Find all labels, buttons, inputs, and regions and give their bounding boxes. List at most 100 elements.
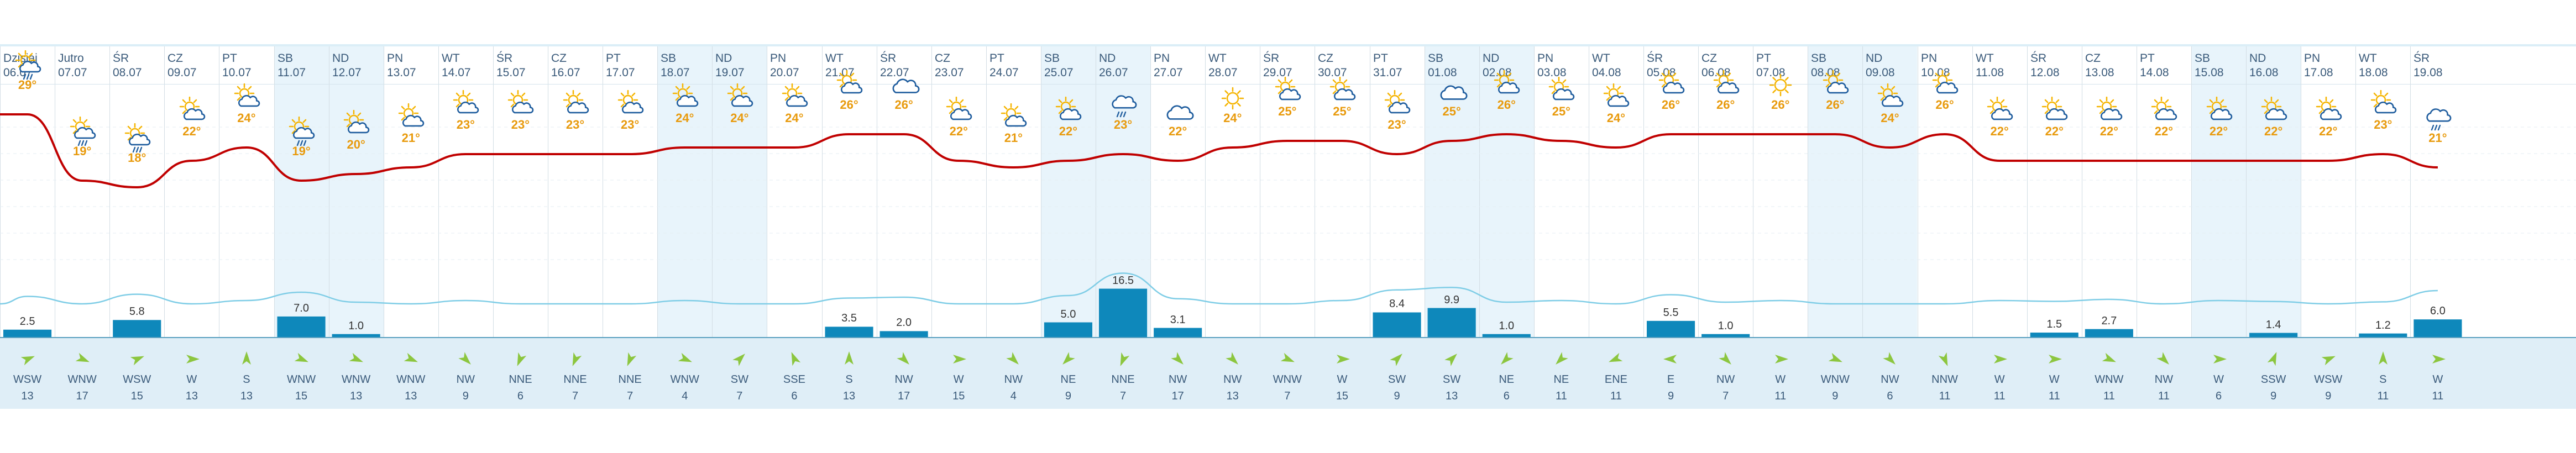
column-separator <box>2027 46 2028 338</box>
wind-arrow-icon <box>1716 349 1736 369</box>
day-name: PN <box>770 52 787 65</box>
wind-direction: NW <box>1004 373 1023 386</box>
temperature-value: 26° <box>1497 98 1516 112</box>
wind-speed: 13 <box>1446 390 1458 402</box>
wind-direction: W <box>2213 373 2224 386</box>
wind-speed: 7 <box>627 390 633 402</box>
wind-direction: WNW <box>2095 373 2124 386</box>
day-date: 19.07 <box>715 66 745 79</box>
precip-value: 3.5 <box>841 312 857 325</box>
wind-arrow-icon <box>1058 349 1078 369</box>
day-name: CZ <box>1318 52 1333 65</box>
day-name: PT <box>989 52 1004 65</box>
wind-speed: 15 <box>295 390 308 402</box>
wind-speed: 11 <box>2048 390 2060 402</box>
sun-cloud-icon <box>1378 89 1416 120</box>
temperature-value: 19° <box>73 144 92 158</box>
temperature-value: 23° <box>566 118 585 131</box>
wind-direction: WNW <box>67 373 97 386</box>
wind-arrow-icon <box>1223 349 1243 369</box>
temperature-value: 23° <box>511 118 530 131</box>
column-separator <box>1643 46 1644 338</box>
precip-bar <box>277 316 326 337</box>
precip-bar <box>113 320 161 337</box>
precip-value: 2.7 <box>2101 314 2117 327</box>
wind-speed: 13 <box>21 390 34 402</box>
sun-cloud-icon <box>447 89 484 120</box>
wind-speed: 11 <box>2377 390 2389 402</box>
temperature-value: 25° <box>1333 104 1352 118</box>
wind-speed: 15 <box>1336 390 1349 402</box>
wind-speed: 9 <box>462 390 469 402</box>
wind-direction: W <box>1775 373 1786 386</box>
precip-baseline <box>0 337 2576 338</box>
wind-direction: WNW <box>342 373 371 386</box>
wind-direction: ENE <box>1604 373 1627 386</box>
wind-speed: 9 <box>2270 390 2277 402</box>
day-date: 19.08 <box>2413 66 2443 79</box>
precip-bar <box>1154 328 1202 337</box>
precip-value: 16.5 <box>1112 274 1134 287</box>
sun-cloud-icon <box>557 89 594 120</box>
wind-direction: SW <box>1388 373 1406 386</box>
wind-direction: NW <box>894 373 913 386</box>
wind-arrow-icon <box>1277 349 1297 369</box>
temperature-value: 23° <box>2374 118 2392 131</box>
wind-speed: 13 <box>185 390 198 402</box>
precip-value: 1.5 <box>2046 318 2062 331</box>
precip-bar <box>825 326 873 337</box>
precip-value: 7.0 <box>294 302 309 314</box>
temperature-value: 24° <box>785 111 804 125</box>
day-date: 15.08 <box>2195 66 2224 79</box>
sun-cloud-icon <box>1597 83 1635 113</box>
sun-cloud-icon <box>830 70 868 100</box>
column-separator <box>657 46 658 338</box>
sun-cloud-rain-icon <box>64 116 101 146</box>
precip-bar <box>2359 333 2407 337</box>
wind-speed: 17 <box>76 390 88 402</box>
day-date: 15.07 <box>496 66 526 79</box>
wind-direction: NNE <box>618 373 642 386</box>
day-date: 18.08 <box>2359 66 2388 79</box>
sun-cloud-icon <box>501 89 539 120</box>
wind-arrow-icon <box>1168 349 1188 369</box>
wind-arrow-icon <box>291 349 311 369</box>
day-date: 14.08 <box>2140 66 2169 79</box>
precip-value: 1.2 <box>2375 319 2391 331</box>
sun-cloud-rain-icon <box>282 116 320 146</box>
wind-speed: 9 <box>1832 390 1839 402</box>
wind-direction: W <box>1337 373 1348 386</box>
sun-cloud-icon <box>1488 70 1525 100</box>
sun-cloud-icon <box>1707 70 1745 100</box>
wind-direction: W <box>2049 373 2060 386</box>
wind-speed: 11 <box>2158 390 2170 402</box>
day-name: ND <box>1099 52 1116 65</box>
day-name: ND <box>1483 52 1500 65</box>
wind-direction: NW <box>1881 373 1899 386</box>
temperature-value: 25° <box>1552 104 1570 118</box>
day-date: 16.07 <box>551 66 580 79</box>
wind-direction: NNE <box>1111 373 1135 386</box>
temperature-value: 26° <box>840 98 858 112</box>
sun-cloud-icon <box>1871 83 1909 113</box>
precip-bar <box>2249 333 2298 337</box>
day-name: PN <box>1537 52 1554 65</box>
wind-speed: 7 <box>1119 390 1127 402</box>
day-date: 10.07 <box>222 66 252 79</box>
sun-cloud-icon <box>228 83 265 113</box>
day-date: 28.07 <box>1208 66 1238 79</box>
day-name: PT <box>606 52 621 65</box>
day-date: 20.07 <box>770 66 799 79</box>
wind-arrow-icon <box>1771 349 1790 369</box>
sun-cloud-icon <box>1269 76 1306 107</box>
wind-direction: SW <box>730 373 748 386</box>
day-date: 16.08 <box>2249 66 2279 79</box>
column-separator <box>1862 46 1863 338</box>
column-separator <box>712 46 713 338</box>
wind-speed: 9 <box>2325 390 2332 402</box>
precip-value: 1.0 <box>1718 319 1734 332</box>
wind-arrow-icon <box>730 349 750 369</box>
day-name: PT <box>2140 52 2155 65</box>
precip-value: 8.4 <box>1389 298 1405 310</box>
temperature-value: 25° <box>1442 104 1461 118</box>
